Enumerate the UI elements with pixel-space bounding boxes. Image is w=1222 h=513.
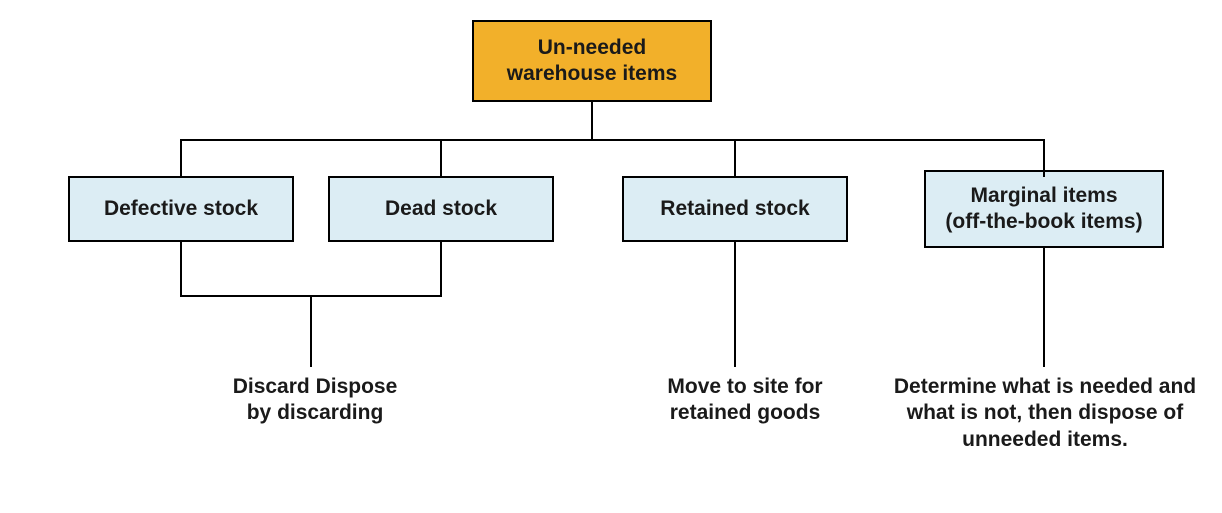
child-node-dead: Dead stock — [328, 176, 554, 242]
desc-discard: Discard Disposeby discarding — [150, 374, 480, 427]
child-node-retained: Retained stock — [622, 176, 848, 242]
desc-marginal: Determine what is needed andwhat is not,… — [880, 374, 1210, 453]
child-node-defective: Defective stock — [68, 176, 294, 242]
child-node-marginal: Marginal items(off-the-book items) — [924, 170, 1164, 248]
root-node: Un-neededwarehouse items — [472, 20, 712, 102]
desc-retained: Move to site forretained goods — [600, 374, 890, 427]
